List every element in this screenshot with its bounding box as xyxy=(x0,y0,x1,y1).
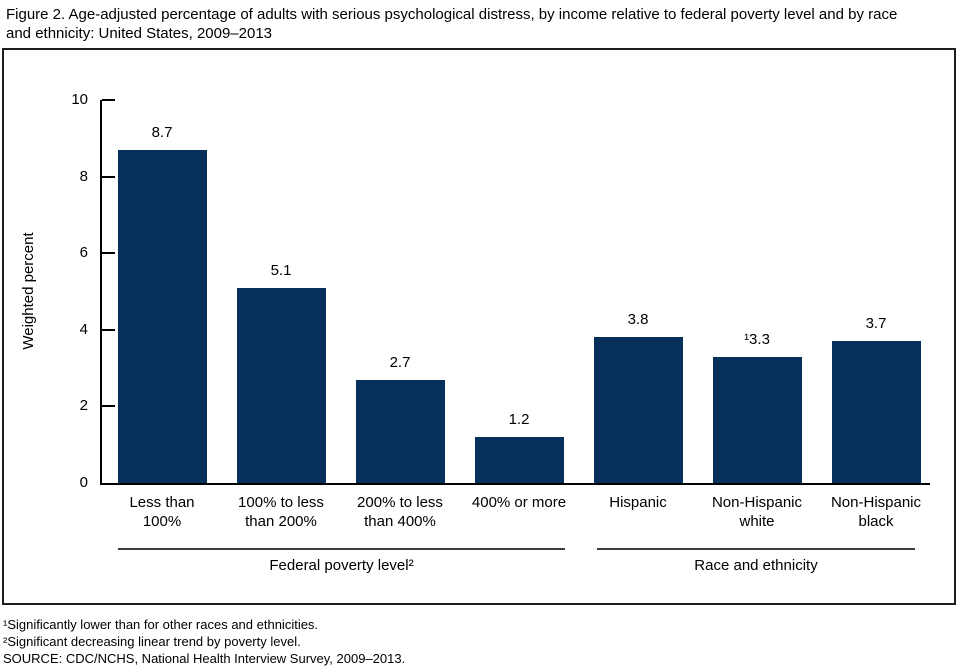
group-label: Federal poverty level² xyxy=(269,557,414,574)
bar-value-label: 8.7 xyxy=(151,123,173,141)
y-tick-mark xyxy=(102,328,115,331)
y-tick-mark xyxy=(102,405,115,408)
bar xyxy=(355,379,445,483)
bar-value-label: ¹3.3 xyxy=(744,330,770,348)
footnote-source: SOURCE: CDC/NCHS, National Health Interv… xyxy=(3,651,406,666)
bar-value-label: 1.2 xyxy=(508,411,530,429)
y-tick-label: 6 xyxy=(79,244,88,262)
bar-value-label: 5.1 xyxy=(270,261,292,279)
bar xyxy=(236,287,326,483)
bar-value-label: 3.8 xyxy=(627,311,649,329)
bar-category-label: 400% or more xyxy=(471,494,567,511)
footnote-1: ¹Significantly lower than for other race… xyxy=(3,617,319,632)
bar-value-label: 3.7 xyxy=(865,315,887,333)
y-tick-mark xyxy=(102,252,115,255)
bar xyxy=(712,356,802,483)
y-tick-mark xyxy=(102,175,115,178)
bar-category-label: Less than 100% xyxy=(129,494,195,530)
bar xyxy=(831,341,921,483)
group-underline xyxy=(597,548,915,550)
bar-value-label: 2.7 xyxy=(389,353,411,371)
bar xyxy=(593,337,683,483)
bar xyxy=(474,437,564,483)
y-tick-label: 8 xyxy=(79,167,88,185)
y-tick-label: 2 xyxy=(79,397,88,415)
bar-category-label: Hispanic xyxy=(609,494,667,511)
bar-category-label: 100% to less than 200% xyxy=(238,494,324,530)
footnote-2: ²Significant decreasing linear trend by … xyxy=(3,634,301,649)
y-tick-label: 0 xyxy=(79,474,88,491)
bar-category-label: Non-Hispanic white xyxy=(711,494,803,530)
y-axis-line xyxy=(100,100,102,483)
bar xyxy=(117,149,207,483)
figure-title: Figure 2. Age-adjusted percentage of adu… xyxy=(6,6,898,42)
x-axis-line xyxy=(100,483,930,485)
group-underline xyxy=(118,548,565,550)
bar-category-label: Non-Hispanic black xyxy=(830,494,922,530)
bar-category-label: 200% to less than 400% xyxy=(357,494,443,530)
y-tick-label: 10 xyxy=(71,91,88,108)
y-tick-mark xyxy=(102,99,115,101)
figure-box xyxy=(2,48,956,605)
group-label: Race and ethnicity xyxy=(694,557,818,574)
y-tick-label: 4 xyxy=(79,320,88,338)
footnotes: ¹Significantly lower than for other race… xyxy=(3,616,953,667)
